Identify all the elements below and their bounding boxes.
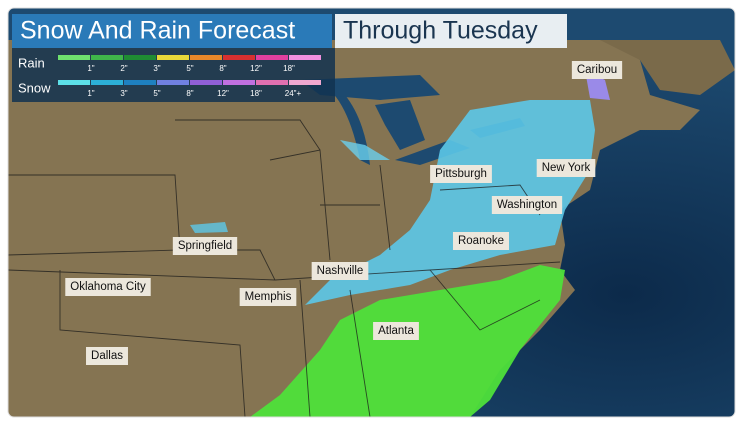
rain-tick: 2" xyxy=(120,64,127,73)
rain-swatch xyxy=(289,55,321,60)
snow-tick: 3" xyxy=(120,89,127,98)
rain-tick: 12" xyxy=(250,64,262,73)
rain-tick: 8" xyxy=(219,64,226,73)
snow-swatch xyxy=(256,80,288,85)
rain-tick: 1" xyxy=(87,64,94,73)
city-label: Springfield xyxy=(178,240,232,252)
snow-swatch xyxy=(58,80,90,85)
snow-swatch xyxy=(91,80,123,85)
city-label: New York xyxy=(542,162,591,174)
city: Washington xyxy=(491,196,563,214)
rain-tick: 5" xyxy=(186,64,193,73)
rain-swatch xyxy=(223,55,255,60)
snow-tick: 24"+ xyxy=(285,89,302,98)
city: Atlanta xyxy=(373,322,419,340)
city: Caribou xyxy=(571,61,623,79)
city: Springfield xyxy=(172,237,238,255)
snow-swatches xyxy=(58,80,321,85)
snow-swatch xyxy=(190,80,222,85)
city-box xyxy=(311,262,369,280)
subtitle: Through Tuesday xyxy=(343,17,538,45)
legend-ticks: 1" 2" 3" 5" 8" 12" 18" 1" 3" 5" 8" 12" 18" 24"+ xyxy=(87,64,301,98)
snow-tick: 1" xyxy=(87,89,94,98)
city: Oklahoma City xyxy=(65,278,151,296)
snow-tick: 18" xyxy=(250,89,262,98)
city-label: Caribou xyxy=(577,64,617,76)
city-box xyxy=(86,347,128,365)
legend-rain-label: Rain xyxy=(18,55,45,70)
rain-swatch xyxy=(91,55,123,60)
city: Memphis xyxy=(239,288,297,306)
rain-swatch xyxy=(190,55,222,60)
city: Dallas xyxy=(86,347,128,365)
frame xyxy=(7,7,736,418)
city-box xyxy=(65,278,151,296)
snow-swatch xyxy=(289,80,321,85)
snow-swatch xyxy=(124,80,156,85)
city-box xyxy=(536,159,596,177)
city-box xyxy=(430,165,492,183)
rain-tick: 18" xyxy=(283,64,295,73)
snow-tick: 12" xyxy=(217,89,229,98)
snow-swatch xyxy=(223,80,255,85)
rain-swatch xyxy=(124,55,156,60)
city-label: Dallas xyxy=(91,350,123,362)
city: New York xyxy=(536,159,596,177)
city-label: Washington xyxy=(497,199,557,211)
snow-tick: 5" xyxy=(153,89,160,98)
city-label: Pittsburgh xyxy=(435,168,487,180)
rain-swatch xyxy=(256,55,288,60)
city-box xyxy=(239,288,297,306)
snow-swatch xyxy=(157,80,189,85)
city: Pittsburgh xyxy=(430,165,492,183)
city-box xyxy=(452,232,510,250)
city: Roanoke xyxy=(452,232,510,250)
city-label: Oklahoma City xyxy=(70,281,146,293)
city-label: Memphis xyxy=(245,291,292,303)
city-box xyxy=(172,237,238,255)
city-label: Atlanta xyxy=(378,325,414,337)
title-box xyxy=(12,14,332,48)
city-box xyxy=(571,61,623,79)
rain-tick: 3" xyxy=(153,64,160,73)
city-box xyxy=(491,196,563,214)
title: Snow And Rain Forecast xyxy=(20,17,295,45)
rain-swatch xyxy=(157,55,189,60)
city-box xyxy=(373,322,419,340)
city-label: Nashville xyxy=(317,265,364,277)
rain-swatches xyxy=(58,55,321,60)
city-labels: Caribou Pittsburgh New York Washington Roano… xyxy=(65,61,623,365)
city: Nashville xyxy=(311,262,369,280)
city-label: Roanoke xyxy=(458,235,504,247)
snow-tick: 8" xyxy=(186,89,193,98)
rain-swatch xyxy=(58,55,90,60)
legend-snow-label: Snow xyxy=(18,80,51,95)
subtitle-box xyxy=(335,14,567,48)
